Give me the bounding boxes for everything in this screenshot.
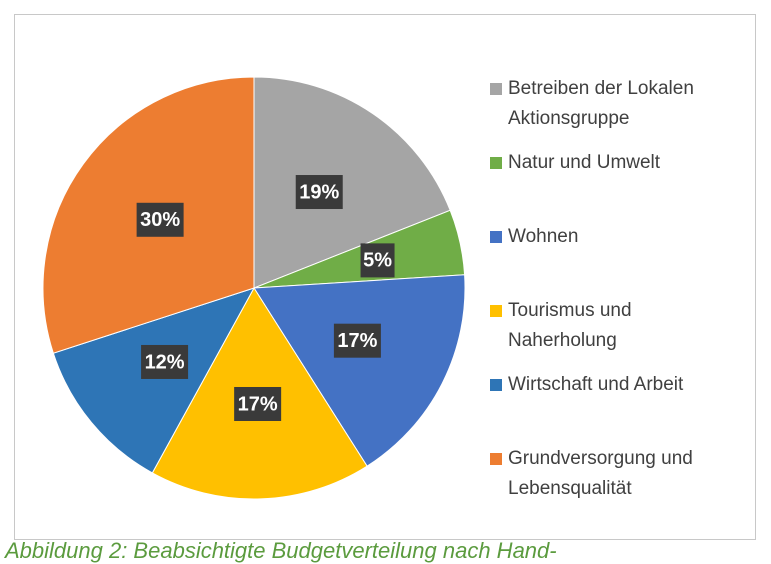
pie-slice xyxy=(253,76,451,289)
value-label-box xyxy=(295,175,343,210)
value-label-box xyxy=(136,202,184,237)
value-label-box xyxy=(141,344,189,379)
legend-label: Grundversorgung und Lebensqualität xyxy=(508,448,693,499)
legend-swatch xyxy=(490,157,502,169)
value-label-box xyxy=(234,386,282,421)
legend-swatch xyxy=(490,453,502,465)
legend-label: Betreiben der Lokalen Aktionsgruppe xyxy=(508,78,694,129)
value-label: 5% xyxy=(363,250,392,272)
legend-swatch xyxy=(490,231,502,243)
legend-label: Natur und Umwelt xyxy=(508,152,661,173)
legend: Betreiben der Lokalen Aktionsgruppe Natur… xyxy=(490,74,740,504)
value-label: 30% xyxy=(140,209,180,231)
legend-item: Grundversorgung und Lebensqualität xyxy=(490,444,740,504)
pie-slice xyxy=(253,274,466,467)
legend-label: Tourismus und Naherholung xyxy=(508,300,632,351)
legend-item: Tourismus und Naherholung xyxy=(490,296,740,356)
legend-swatch xyxy=(490,83,502,95)
legend-item: Natur und Umwelt xyxy=(490,148,740,208)
value-label: 19% xyxy=(299,181,339,203)
value-label: 17% xyxy=(337,330,377,352)
legend-swatch xyxy=(490,379,502,391)
value-label: 17% xyxy=(238,393,278,415)
pie-slice xyxy=(52,287,256,474)
legend-label: Wohnen xyxy=(508,226,579,247)
legend-swatch xyxy=(490,305,502,317)
chart-frame xyxy=(14,14,756,540)
value-label-box xyxy=(360,243,395,278)
legend-label: Wirtschaft und Arbeit xyxy=(508,374,684,395)
caption: Abbildung 2: Beabsichtigte Budgetverteil… xyxy=(5,538,557,563)
legend-item: Wohnen xyxy=(490,222,740,282)
legend-item: Wirtschaft und Arbeit xyxy=(490,370,740,430)
value-label: 12% xyxy=(145,351,185,373)
value-label-box xyxy=(333,323,381,358)
legend-item: Betreiben der Lokalen Aktionsgruppe xyxy=(490,74,740,134)
